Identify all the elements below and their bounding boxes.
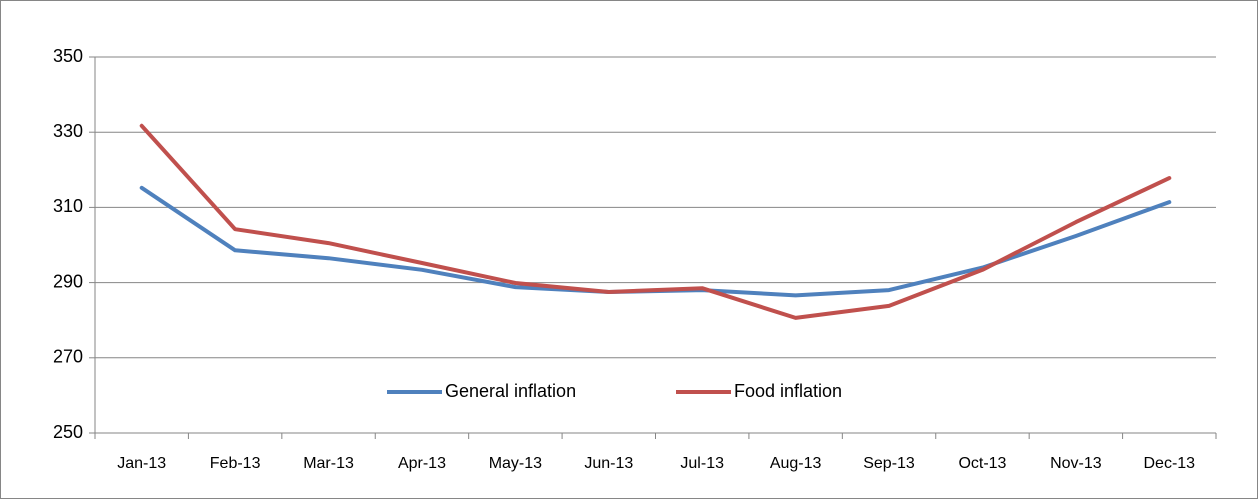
legend-label: General inflation [445, 381, 576, 401]
y-tick-label: 310 [53, 196, 83, 216]
series-line [139, 123, 1172, 320]
x-tick-label: Jul-13 [680, 455, 724, 472]
x-tick-label: May-13 [489, 455, 542, 472]
x-tick-label: Sep-13 [863, 455, 915, 472]
x-tick-label: Aug-13 [770, 455, 822, 472]
x-tick-label: Feb-13 [210, 455, 261, 472]
x-tick-label: Oct-13 [958, 455, 1006, 472]
x-tick-label: Mar-13 [303, 455, 354, 472]
y-tick-label: 350 [53, 46, 83, 66]
x-tick-label: Dec-13 [1144, 455, 1196, 472]
y-tick-label: 270 [53, 347, 83, 367]
legend-label: Food inflation [734, 381, 842, 401]
y-tick-label: 250 [53, 422, 83, 442]
x-tick-label: Apr-13 [398, 455, 446, 472]
x-tick-label: Jan-13 [117, 455, 166, 472]
y-tick-label: 290 [53, 271, 83, 291]
x-tick-label: Jun-13 [584, 455, 633, 472]
x-tick-label: Nov-13 [1050, 455, 1102, 472]
y-tick-label: 330 [53, 121, 83, 141]
